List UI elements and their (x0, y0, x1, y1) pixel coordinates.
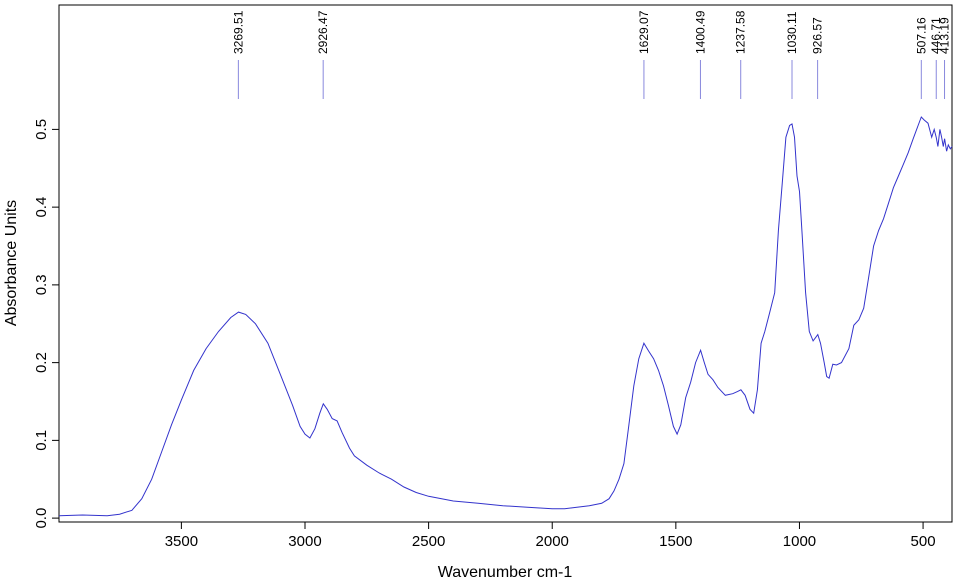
x-axis: 3500 3000 2500 2000 1500 1000 500 (165, 522, 936, 550)
x-tick-label: 2000 (536, 533, 569, 550)
x-axis-title: Wavenumber cm-1 (438, 564, 573, 581)
x-tick-label: 1000 (783, 533, 816, 550)
y-tick-label: 0.0 (33, 508, 50, 529)
spectrum-line (58, 116, 953, 517)
y-tick-label: 0.1 (33, 430, 50, 451)
peak-label: 446.71 (929, 17, 943, 54)
peak-label: 1030.11 (785, 11, 799, 54)
x-tick-label: 3000 (288, 533, 321, 550)
peak-label: 1237.58 (734, 10, 748, 54)
peak-markers: 3269.51 2926.47 1629.07 1400.49 1237.58 1030.… (231, 10, 952, 99)
y-tick-label: 0.4 (33, 197, 50, 218)
peak-label: 507.16 (914, 17, 928, 54)
peak-label: 3269.51 (231, 10, 245, 54)
y-tick-label: 0.2 (33, 352, 50, 373)
y-tick-label: 0.3 (33, 274, 50, 295)
y-tick-label: 0.5 (33, 119, 50, 140)
x-tick-label: 500 (911, 533, 936, 550)
y-axis: 0.0 0.1 0.2 0.3 0.4 0.5 (33, 119, 59, 529)
x-tick-label: 2500 (412, 533, 445, 550)
plot-frame (58, 4, 953, 523)
x-tick-label: 1500 (659, 533, 692, 550)
x-tick-label: 3500 (165, 533, 198, 550)
peak-label: 413.19 (938, 17, 952, 54)
y-axis-title: Absorbance Units (3, 200, 20, 326)
peak-label: 1400.49 (693, 10, 707, 54)
peak-label: 1629.07 (637, 10, 651, 54)
peak-label: 2926.47 (316, 10, 330, 54)
peak-label: 926.57 (811, 17, 825, 54)
